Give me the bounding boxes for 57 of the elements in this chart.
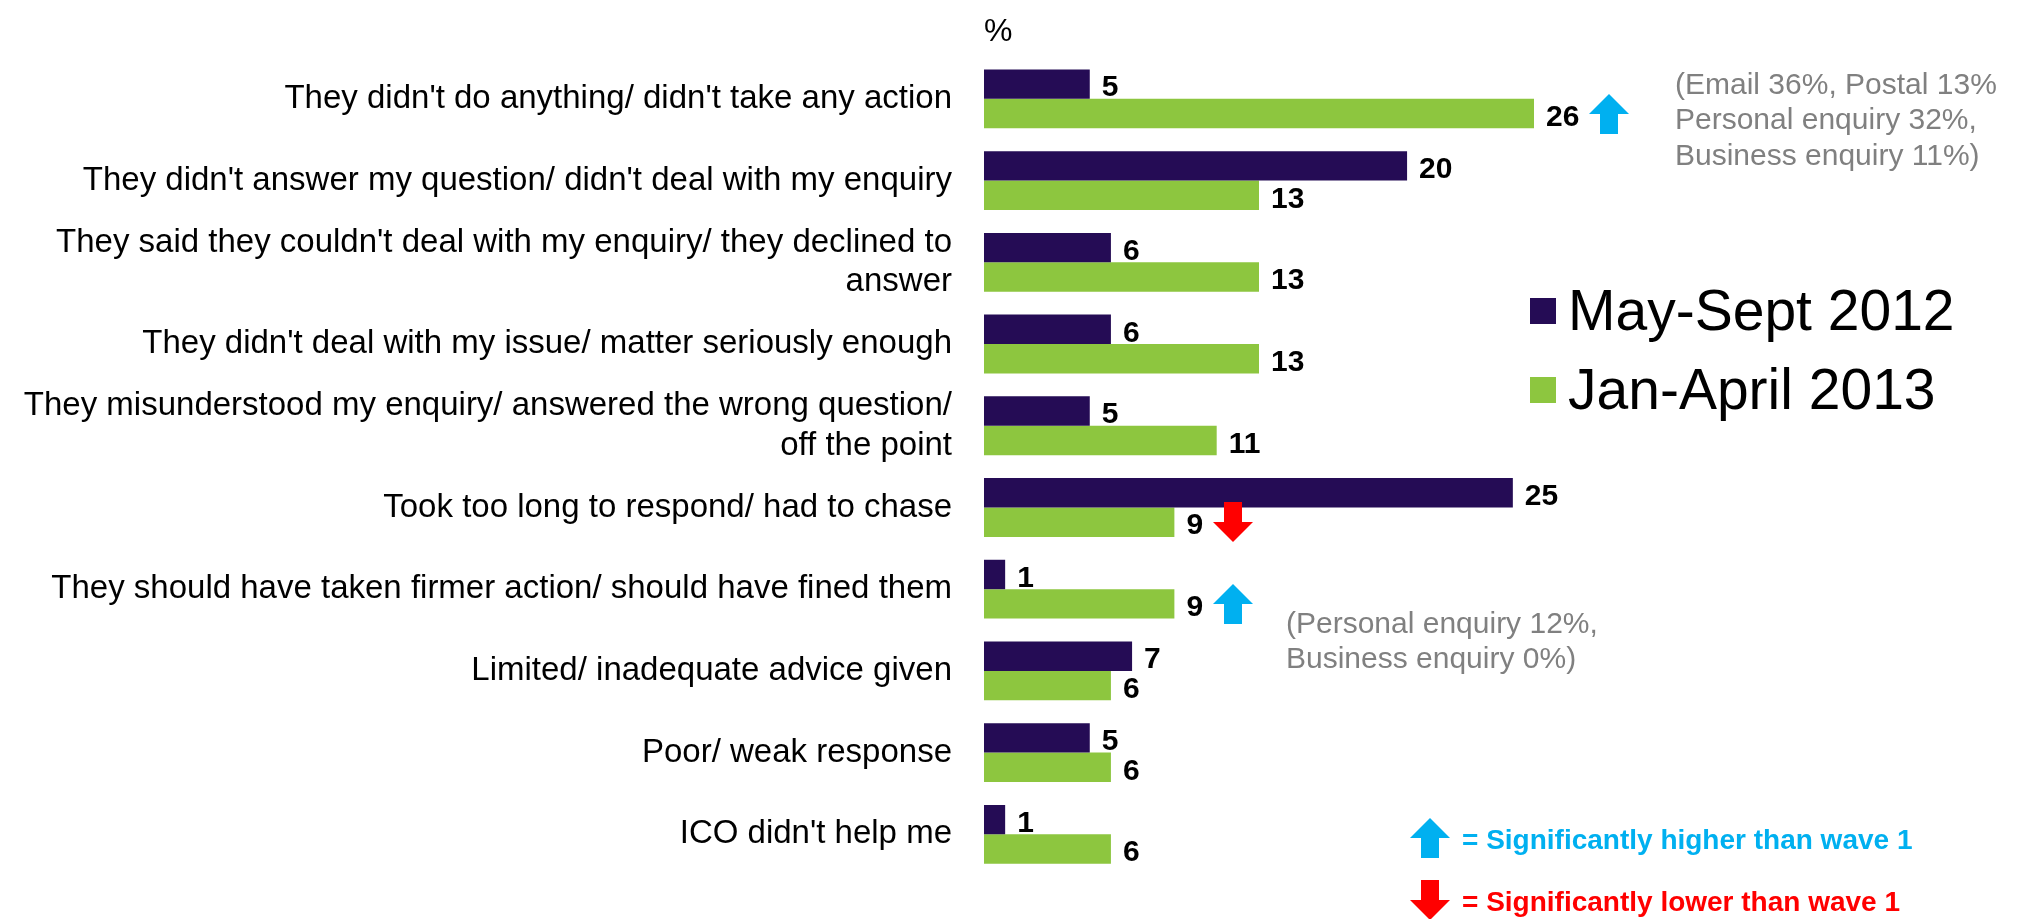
y-tick-label: Poor/ weak response [641, 731, 952, 769]
bar [984, 670, 1111, 701]
data-label: 11 [1228, 425, 1261, 459]
y-tick-label: Took too long to respond/ had to chase [383, 486, 952, 524]
data-label: 6 [1122, 752, 1140, 786]
bar [984, 507, 1175, 537]
bar [984, 262, 1259, 292]
bar [984, 478, 1513, 508]
y-tick-label: ICO didn't help me [679, 813, 952, 851]
y-tick-label: They said they couldn't deal with my enquiry/ they declined to answer [56, 221, 952, 299]
bar [984, 834, 1111, 864]
data-label: 1 [1017, 559, 1034, 593]
data-label: 6 [1122, 834, 1140, 868]
bar [984, 641, 1133, 671]
bar [984, 180, 1259, 210]
data-label: 6 [1122, 314, 1140, 348]
data-label: 5 [1101, 723, 1119, 757]
legend-label: Jan-April 2013 [1568, 357, 1936, 421]
data-label: 13 [1271, 262, 1305, 296]
text: = Significantly lower than wave 1 [1462, 886, 1901, 918]
bar [984, 98, 1534, 129]
data-label: 9 [1186, 589, 1204, 623]
bar [984, 752, 1111, 783]
y-tick-label: Limited/ inadequate advice given [471, 649, 952, 687]
chart-title: % [984, 12, 1013, 49]
data-label: 6 [1122, 670, 1140, 704]
y-tick-label: They didn't deal with my issue/ matter seriously enough [142, 323, 952, 361]
data-label: 7 [1144, 641, 1161, 675]
y-tick-label: They didn't do anything/ didn't take any action [284, 77, 952, 115]
bar [984, 232, 1111, 263]
data-label: 9 [1186, 507, 1204, 541]
bar [984, 589, 1175, 619]
data-label: 5 [1101, 69, 1119, 103]
bar [984, 314, 1111, 345]
bar [984, 425, 1217, 456]
y-tick-label: They should have taken firmer action/ should have fined them [51, 568, 952, 606]
data-label: 1 [1017, 804, 1034, 838]
legend-label: May-Sept 2012 [1568, 278, 1955, 342]
y-tick-label: They misunderstood my enquiry/ answered the wrong question/ off the point [23, 385, 953, 462]
data-label: 13 [1271, 180, 1305, 214]
data-label: 5 [1101, 396, 1119, 430]
data-label: 6 [1122, 232, 1140, 266]
text: (Email 36%, Postal 13% Personal enquiry 32%, Business enquiry 11%) [1675, 66, 1998, 173]
annotation: (Personal enquiry 12%, Business enquiry 0%) [1286, 605, 1599, 676]
annotation: = Significantly higher than wave 1 [1462, 824, 1913, 856]
bar [984, 69, 1090, 99]
data-label: 25 [1524, 478, 1559, 512]
data-label: 20 [1419, 151, 1453, 185]
data-label: 26 [1546, 98, 1580, 132]
bar [984, 723, 1090, 753]
bar [984, 804, 1006, 835]
bar [984, 396, 1090, 426]
data-label: 13 [1271, 344, 1305, 377]
bar [984, 559, 1006, 590]
y-tick-label: They didn't answer my question/ didn't deal with my enquiry [82, 159, 953, 197]
bar [984, 344, 1259, 374]
bar [984, 151, 1408, 181]
